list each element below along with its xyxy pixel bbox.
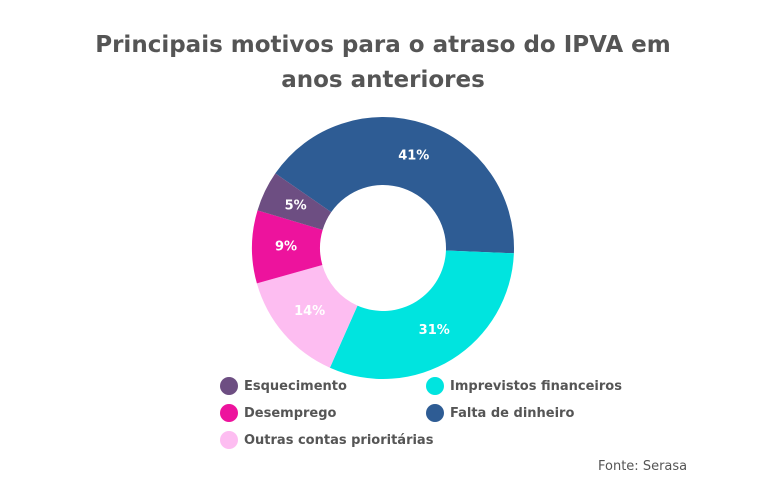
slice-esquecimento (257, 173, 332, 230)
slice-label-imprevistos-financeiros: 31% (419, 323, 450, 338)
slice-imprevistos-financeiros (329, 250, 514, 379)
donut-slice-labels: 41% 31% 14% 9% 5% (275, 149, 450, 338)
chart-title: Principais motivos para o atraso do IPVA… (0, 28, 766, 98)
chart-title-line-2: anos anteriores (281, 67, 485, 93)
chart-source: Fonte: Serasa (598, 459, 688, 474)
slice-falta-de-dinheiro (275, 116, 515, 254)
slice-label-desemprego: 9% (275, 240, 297, 255)
chart-title-line-1: Principais motivos para o atraso do IPVA… (95, 32, 671, 58)
slice-label-falta-de-dinheiro: 41% (398, 149, 429, 164)
slice-label-outras-contas-prioritarias: 14% (294, 304, 325, 319)
donut-slices (251, 116, 515, 379)
slice-outras-contas-prioritarias (256, 265, 358, 368)
slice-desemprego (251, 210, 323, 284)
slice-label-esquecimento: 5% (285, 198, 307, 213)
